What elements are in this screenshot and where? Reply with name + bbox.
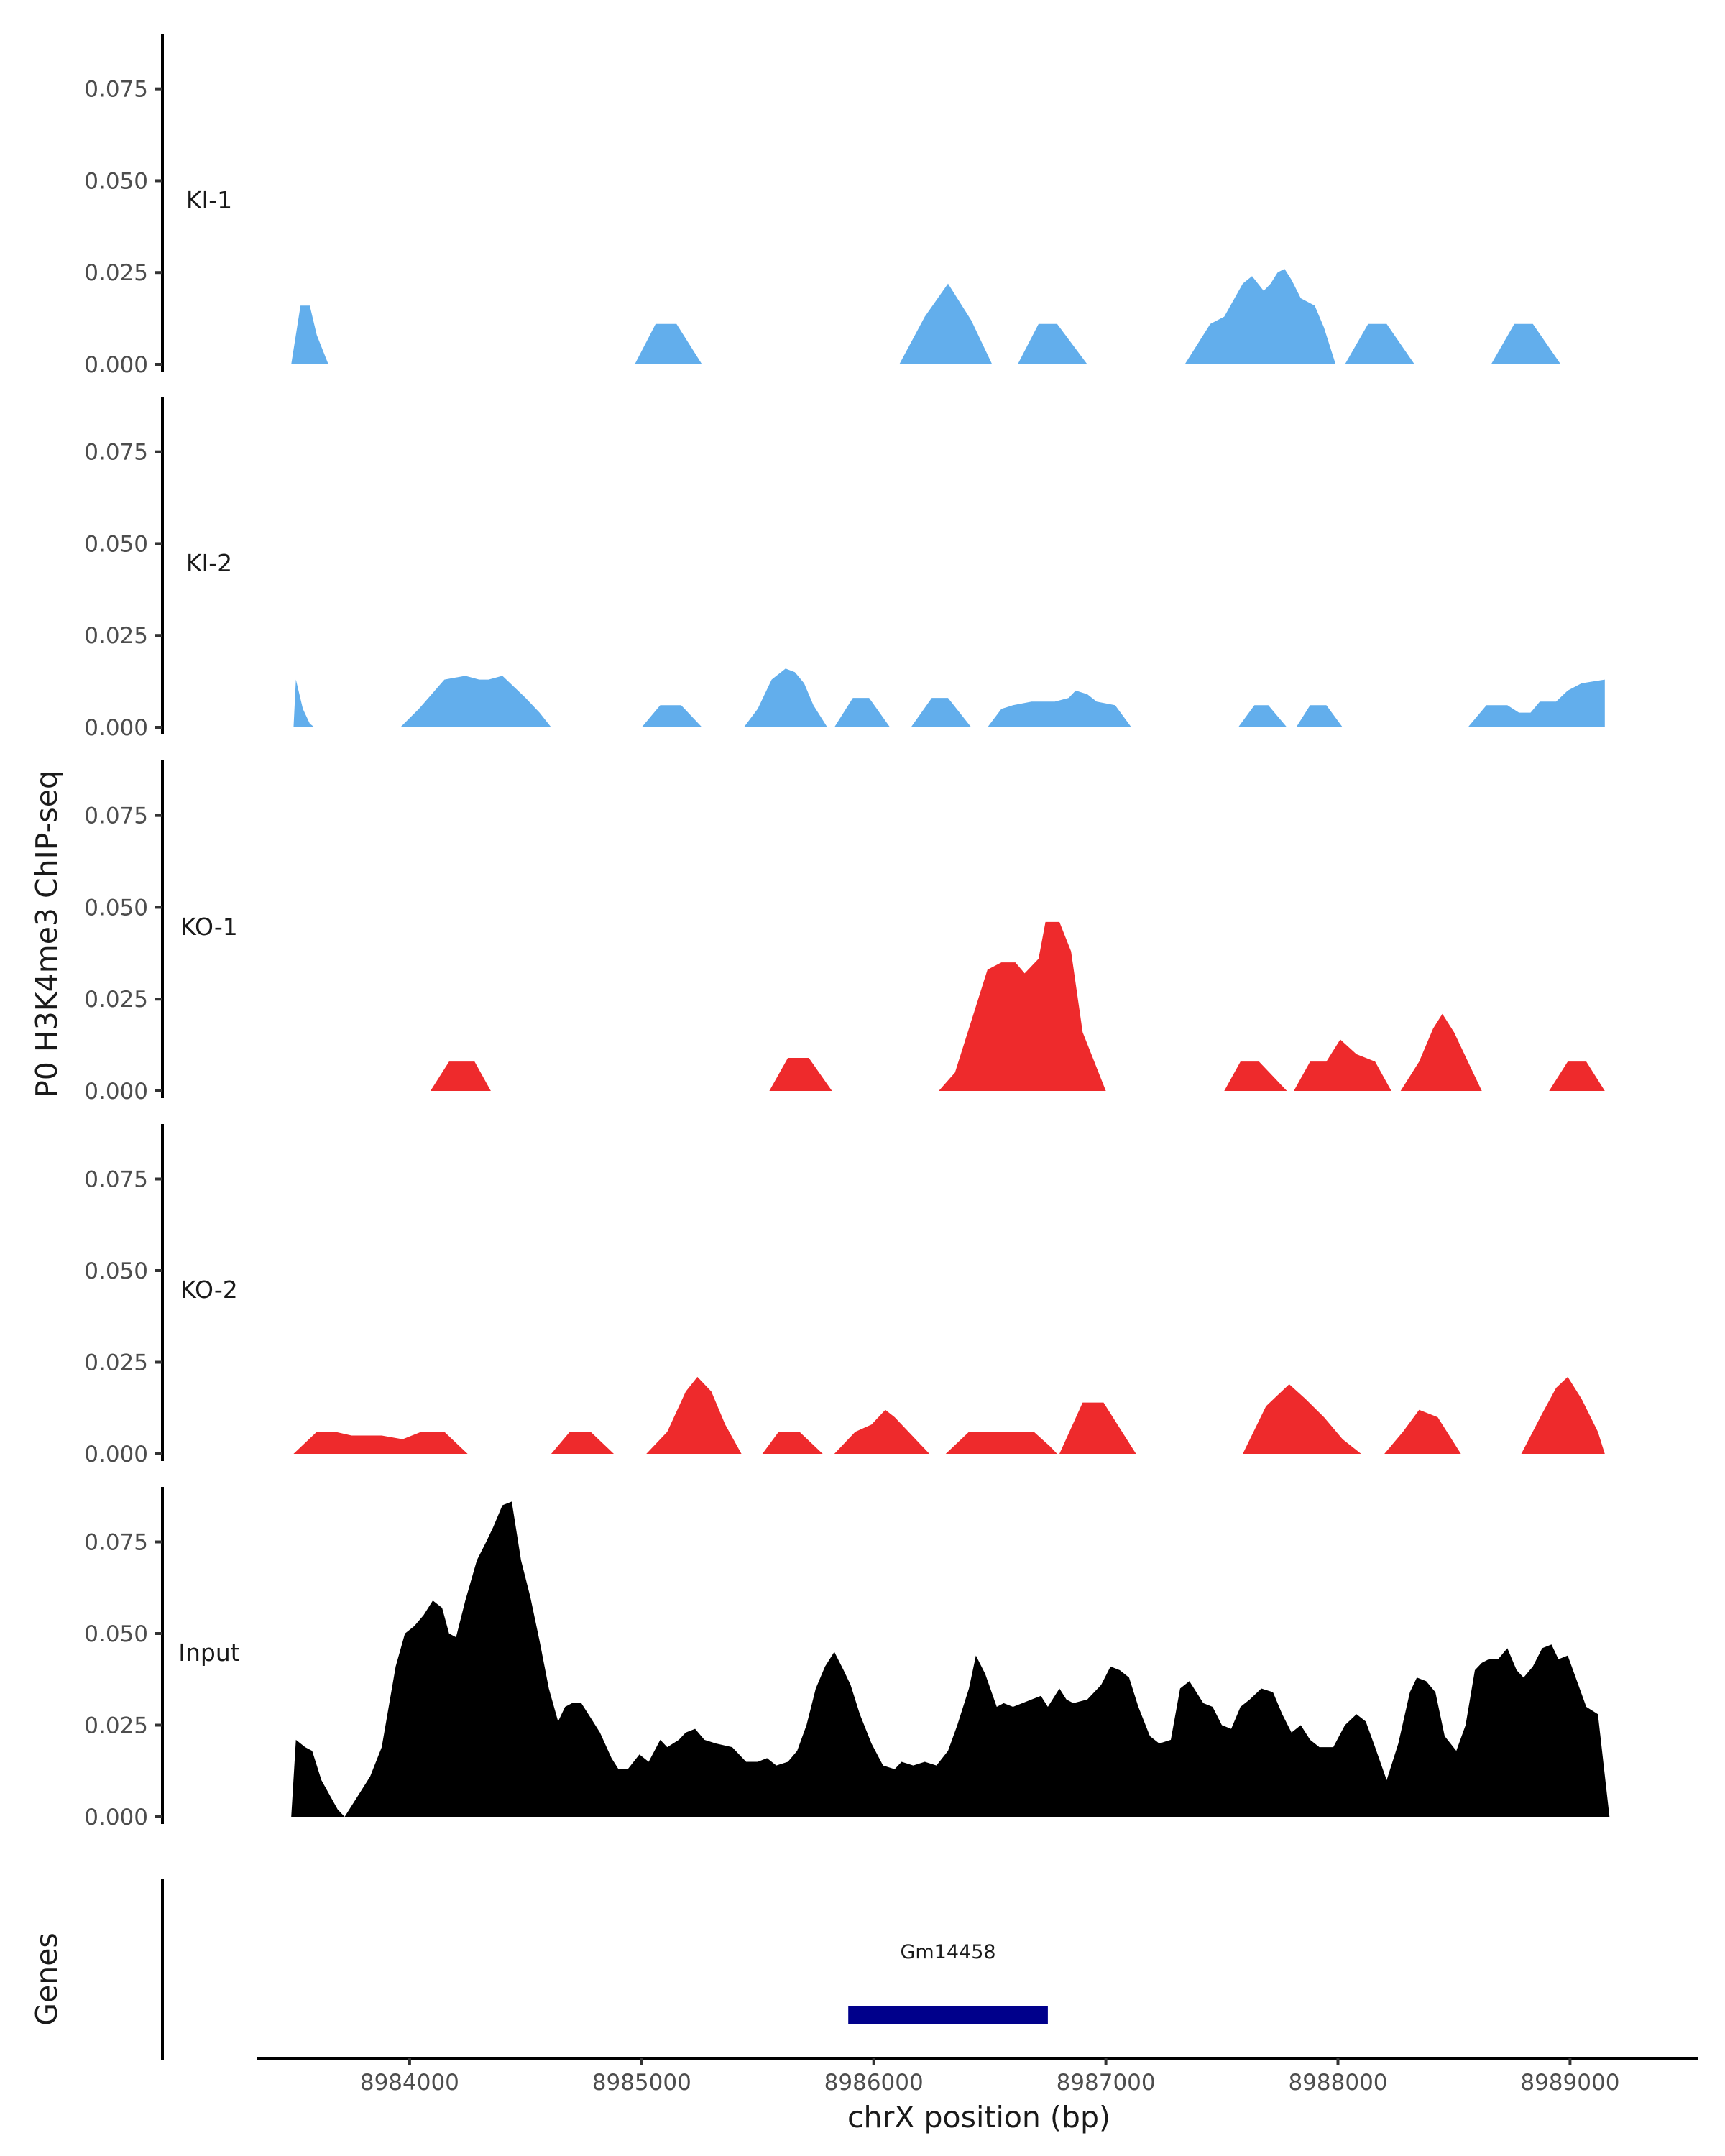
signal-area-ko-1 bbox=[1400, 1013, 1482, 1091]
tracks-layer: 0.0000.0250.0500.075KI-10.0000.0250.0500… bbox=[84, 34, 1610, 1830]
signal-area-ko-2 bbox=[646, 1376, 742, 1454]
x-tick-label: 8984000 bbox=[360, 2070, 459, 2096]
x-tick-label: 8987000 bbox=[1057, 2070, 1156, 2096]
y-tick-label: 0.025 bbox=[84, 1713, 148, 1739]
track-label-ki-1: KI-1 bbox=[186, 186, 232, 214]
track-ko-2: 0.000 0.025 0.050 0.075 KO-2 bbox=[84, 1124, 1605, 1468]
signal-area-ko-1 bbox=[430, 1061, 491, 1091]
track-ki-2: 0.000 0.025 0.050 0.075 KI-2 bbox=[84, 397, 1605, 741]
signal-area-ki-2 bbox=[834, 698, 891, 727]
signal-area-ko-2 bbox=[945, 1432, 1057, 1454]
track-ko-1: 0.000 0.025 0.050 0.075 KO-1 bbox=[84, 760, 1605, 1105]
signal-area-ki-1 bbox=[899, 283, 993, 364]
signal-area-ko-2 bbox=[762, 1432, 823, 1454]
signal-area-ko-1 bbox=[1549, 1061, 1605, 1091]
signal-area-ki-2 bbox=[987, 690, 1132, 727]
x-tick-label: 8988000 bbox=[1288, 2070, 1387, 2096]
y-tick-label: 0.050 bbox=[84, 531, 148, 557]
y-tick-label: 0.025 bbox=[84, 1350, 148, 1376]
y-tick-label: 0.000 bbox=[84, 1442, 148, 1468]
track-ki-1: 0.000 0.025 0.050 0.075 KI-1 bbox=[84, 34, 1561, 378]
y-tick-label: 0.025 bbox=[84, 623, 148, 649]
track-label-ko-1: KO-1 bbox=[180, 913, 238, 941]
signal-area-ko-1 bbox=[1224, 1061, 1287, 1091]
signal-area-ko-2 bbox=[834, 1409, 930, 1454]
signal-area-ki-1 bbox=[635, 323, 702, 364]
y-tick-label: 0.000 bbox=[84, 1079, 148, 1105]
y-tick-label: 0.075 bbox=[84, 77, 148, 103]
signal-area-ki-2 bbox=[400, 676, 551, 727]
y-tick-label: 0.025 bbox=[84, 987, 148, 1013]
x-tick-label: 8985000 bbox=[592, 2070, 691, 2096]
track-label-ki-2: KI-2 bbox=[186, 549, 232, 577]
signal-area-input bbox=[291, 1501, 1610, 1817]
track-label-ko-2: KO-2 bbox=[180, 1276, 238, 1304]
gene-label-gm14458: Gm14458 bbox=[900, 1941, 995, 1963]
y-tick-label: 0.025 bbox=[84, 260, 148, 286]
track-label-input: Input bbox=[178, 1639, 240, 1667]
x-axis-title: chrX position (bp) bbox=[847, 2100, 1110, 2134]
x-tick-label: 8986000 bbox=[824, 2070, 924, 2096]
signal-area-ko-1 bbox=[769, 1058, 832, 1091]
y-tick-label: 0.050 bbox=[84, 1621, 148, 1647]
signal-area-ki-1 bbox=[291, 305, 328, 364]
signal-area-ki-1 bbox=[1017, 323, 1087, 364]
genes-layer: Gm14458 bbox=[161, 1879, 1048, 2060]
signal-area-ko-2 bbox=[1059, 1402, 1136, 1454]
gene-bar-gm14458 bbox=[848, 2006, 1048, 2024]
y-tick-label: 0.000 bbox=[84, 715, 148, 741]
x-tick-label: 8989000 bbox=[1520, 2070, 1619, 2096]
signal-area-ki-2 bbox=[1238, 705, 1287, 727]
y-tick-label: 0.075 bbox=[84, 1530, 148, 1556]
signal-area-ki-2 bbox=[641, 705, 702, 727]
signal-area-ki-2 bbox=[743, 668, 828, 727]
y-tick-label: 0.050 bbox=[84, 1258, 148, 1284]
y-tick-label: 0.075 bbox=[84, 440, 148, 466]
signal-area-ki-2 bbox=[1468, 679, 1605, 727]
signal-area-ko-2 bbox=[551, 1432, 614, 1454]
track-input: 0.000 0.025 0.050 0.075 Input bbox=[84, 1487, 1610, 1830]
signal-area-ki-1 bbox=[1491, 323, 1561, 364]
signal-area-ko-2 bbox=[293, 1432, 468, 1454]
signal-area-ko-1 bbox=[939, 921, 1106, 1091]
y-tick-label: 0.000 bbox=[84, 352, 148, 378]
y-tick-label: 0.050 bbox=[84, 168, 148, 194]
signal-area-ki-2 bbox=[1296, 705, 1343, 727]
signal-area-ko-2 bbox=[1521, 1376, 1605, 1454]
x-axis: 8984000 8985000 8986000 8987000 8988000 89890… bbox=[257, 2057, 1698, 2096]
signal-area-ko-2 bbox=[1243, 1384, 1361, 1454]
signal-area-ki-1 bbox=[1184, 269, 1336, 364]
y-axis-title: P0 H3K4me3 ChIP-seq bbox=[29, 770, 64, 1098]
y-tick-label: 0.075 bbox=[84, 1167, 148, 1193]
signal-area-ki-2 bbox=[911, 698, 972, 727]
genes-axis-title: Genes bbox=[29, 1932, 64, 2026]
signal-area-ki-2 bbox=[293, 679, 315, 727]
signal-area-ko-1 bbox=[1294, 1039, 1392, 1091]
y-tick-label: 0.050 bbox=[84, 895, 148, 921]
signal-area-ko-2 bbox=[1384, 1409, 1461, 1454]
signal-area-ki-1 bbox=[1345, 323, 1415, 364]
y-tick-label: 0.000 bbox=[84, 1805, 148, 1830]
y-tick-label: 0.075 bbox=[84, 803, 148, 829]
